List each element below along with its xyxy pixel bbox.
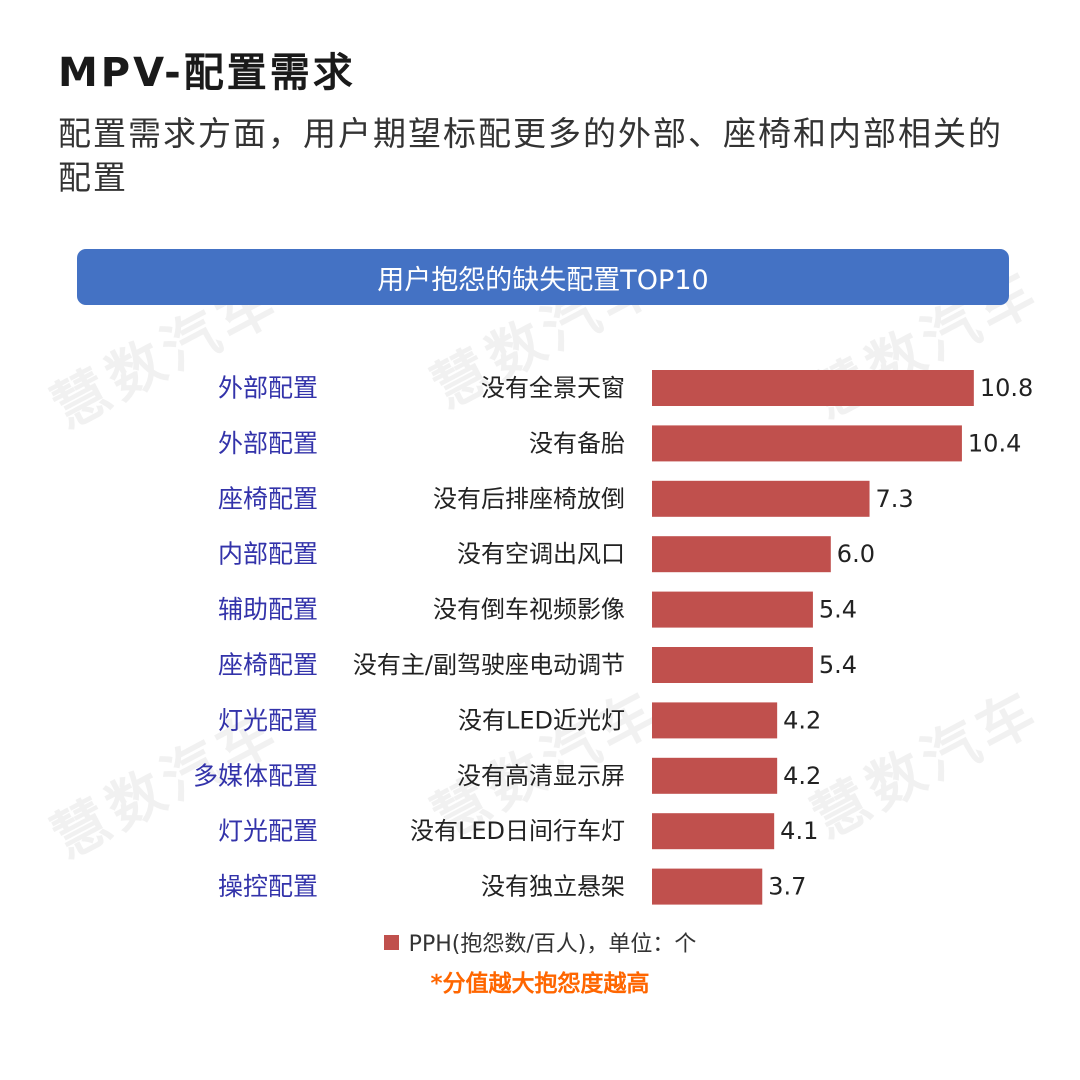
value-label: 4.2 — [783, 762, 821, 790]
category-label: 没有空调出风口 — [457, 540, 625, 568]
group-label: 外部配置 — [218, 429, 318, 458]
page-subtitle: 配置需求方面，用户期望标配更多的外部、座椅和内部相关的配置 — [58, 114, 1003, 197]
group-label: 座椅配置 — [218, 651, 318, 680]
value-label: 4.2 — [783, 706, 821, 734]
chart-legend: PPH(抱怨数/百人)，单位：个 — [0, 926, 1080, 958]
group-label: 灯光配置 — [218, 706, 318, 735]
group-label: 外部配置 — [218, 374, 318, 403]
value-label: 6.0 — [837, 540, 875, 568]
value-label: 7.3 — [876, 485, 914, 513]
chart-note: *分值越大抱怨度越高 — [430, 971, 650, 997]
category-label: 没有独立悬架 — [481, 873, 625, 901]
bar — [652, 536, 831, 573]
group-label: 多媒体配置 — [193, 761, 318, 790]
value-label: 5.4 — [819, 596, 857, 624]
group-label: 灯光配置 — [218, 817, 318, 846]
value-label: 5.4 — [819, 651, 857, 679]
bar — [652, 591, 813, 628]
group-label: 座椅配置 — [218, 484, 318, 513]
category-label: 没有全景天窗 — [481, 374, 625, 402]
bar — [652, 647, 813, 683]
category-label: 没有主/副驾驶座电动调节 — [353, 651, 625, 679]
category-label: 没有倒车视频影像 — [433, 596, 625, 624]
value-label: 3.7 — [768, 873, 806, 901]
bar — [652, 757, 778, 794]
chart-title-banner: 用户抱怨的缺失配置TOP10 — [77, 249, 1009, 305]
bar — [652, 425, 962, 462]
value-label: 10.4 — [968, 429, 1021, 457]
group-label: 辅助配置 — [218, 595, 318, 624]
bar — [652, 702, 778, 739]
legend-swatch — [383, 934, 399, 950]
category-label: 没有高清显示屏 — [457, 762, 625, 790]
page-title: MPV-配置需求 — [58, 50, 356, 96]
value-label: 4.1 — [780, 817, 818, 845]
bar — [652, 813, 775, 850]
category-label: 没有LED日间行车灯 — [410, 817, 625, 845]
bar — [652, 370, 974, 406]
bar — [652, 480, 870, 517]
category-label: 没有备胎 — [529, 429, 625, 457]
group-label: 内部配置 — [218, 540, 318, 569]
category-label: 没有LED近光灯 — [458, 706, 625, 734]
value-label: 10.8 — [980, 374, 1033, 402]
chart-title: 用户抱怨的缺失配置TOP10 — [377, 264, 709, 296]
legend-label: PPH(抱怨数/百人)，单位：个 — [408, 932, 697, 957]
group-label: 操控配置 — [218, 872, 318, 901]
bar — [652, 868, 763, 905]
category-label: 没有后排座椅放倒 — [433, 485, 625, 513]
